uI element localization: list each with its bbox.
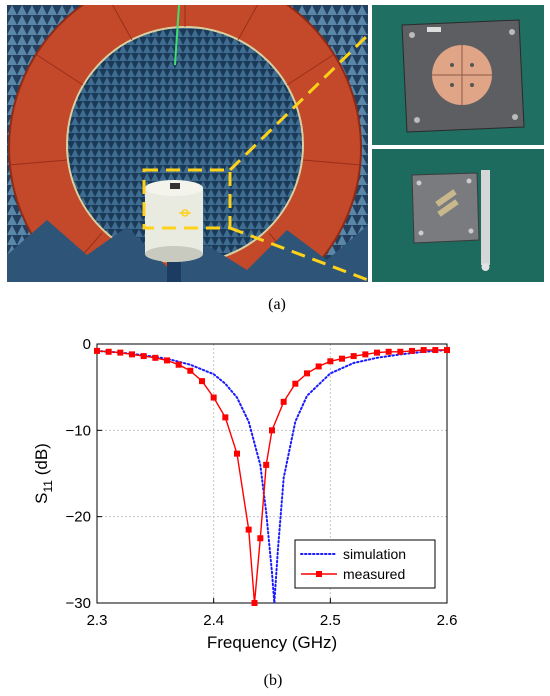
- legend-box: [294, 539, 436, 589]
- photo-collage: [7, 0, 544, 325]
- data-point-measured: [280, 398, 287, 405]
- photo-panel: [7, 0, 544, 325]
- caption-b: (b): [263, 672, 283, 689]
- chart-ticks: [96, 343, 448, 604]
- s11-chart: 2.3 2.4 2.5 2.6 0 −10 −20 −30 Frequency (GHz) S…: [32, 336, 458, 652]
- y-tick-label: −20: [66, 509, 91, 526]
- data-point-measured: [292, 380, 299, 387]
- data-point-measured: [187, 367, 194, 374]
- y-axis-title-main: S: [32, 492, 51, 503]
- legend-label-simulation: simulation: [343, 546, 406, 562]
- data-point-measured: [105, 348, 112, 355]
- y-axis-title: S11 (dB): [32, 443, 55, 504]
- chart-legend: simulation measured: [294, 539, 436, 589]
- data-point-measured: [234, 450, 240, 457]
- x-tick-label: 2.3: [87, 612, 108, 629]
- y-tick-label: 0: [83, 336, 91, 353]
- data-point-measured: [129, 351, 135, 358]
- data-point-measured: [257, 535, 264, 542]
- plot-frame: [96, 343, 448, 604]
- antenna-top-photo: [372, 5, 544, 145]
- data-point-measured: [269, 427, 275, 434]
- data-point-measured: [339, 355, 345, 362]
- x-tick-label: 2.4: [203, 612, 224, 629]
- data-point-measured: [385, 348, 392, 355]
- legend-label-measured: measured: [343, 566, 405, 582]
- data-point-measured: [222, 414, 229, 421]
- data-point-measured: [94, 347, 100, 354]
- y-axis-title-sub: 11: [41, 480, 55, 493]
- data-point-measured: [175, 361, 182, 368]
- data-point-measured: [251, 600, 258, 606]
- data-point-measured: [420, 347, 427, 354]
- data-point-measured: [164, 357, 170, 364]
- x-tick-label: 2.6: [437, 612, 458, 629]
- data-point-measured: [140, 353, 147, 360]
- chart-grid: [97, 344, 447, 603]
- data-point-measured: [304, 370, 310, 377]
- data-point-measured: [374, 349, 380, 356]
- data-point-measured: [199, 378, 205, 385]
- data-point-measured: [245, 526, 252, 533]
- x-tick-label: 2.5: [320, 612, 341, 629]
- data-point-measured: [409, 347, 415, 354]
- data-point-measured: [117, 349, 124, 356]
- x-axis-title: Frequency (GHz): [207, 633, 337, 652]
- data-point-measured: [350, 353, 357, 360]
- data-point-measured: [432, 347, 439, 354]
- data-point-measured: [327, 358, 334, 365]
- data-point-measured: [315, 363, 322, 370]
- series-layer: [94, 347, 450, 606]
- data-point-measured: [210, 394, 217, 401]
- data-point-measured: [152, 354, 159, 361]
- antenna-back-photo: [372, 149, 544, 282]
- anechoic-chamber-photo: [7, 0, 370, 325]
- data-point-measured: [362, 351, 369, 358]
- y-tick-label: −10: [66, 422, 91, 439]
- caption-a: (a): [268, 296, 286, 313]
- data-point-measured: [444, 347, 450, 354]
- tick-labels: 2.3 2.4 2.5 2.6 0 −10 −20 −30: [66, 336, 458, 629]
- data-point-measured: [397, 348, 404, 355]
- series-line-simulation: [97, 349, 447, 604]
- data-point-measured: [263, 461, 270, 468]
- y-tick-label: −30: [66, 595, 91, 612]
- legend-marker-measured: [316, 571, 322, 577]
- y-axis-title-unit: (dB): [32, 443, 51, 480]
